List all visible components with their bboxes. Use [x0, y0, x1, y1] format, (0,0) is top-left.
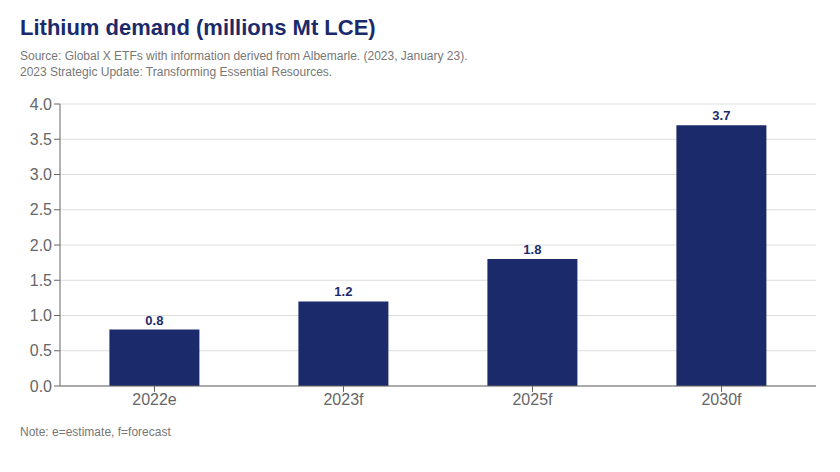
svg-text:1.2: 1.2 [334, 284, 352, 299]
svg-text:1.5: 1.5 [30, 272, 52, 289]
svg-text:0.0: 0.0 [30, 378, 52, 395]
svg-text:3.0: 3.0 [30, 166, 52, 183]
html-text:Lithium demand (millions Mt LC: Lithium demand (millions Mt LCE) [20, 15, 376, 40]
svg-text:2022e: 2022e [132, 391, 177, 408]
svg-text:2025f: 2025f [512, 391, 553, 408]
svg-text:3.7: 3.7 [712, 108, 730, 123]
svg-text:0.8: 0.8 [145, 313, 163, 328]
svg-text:0.5: 0.5 [30, 342, 52, 359]
svg-text:2023f: 2023f [323, 391, 364, 408]
html-text:Source: Global X ETFs with inf: Source: Global X ETFs with information d… [20, 49, 468, 63]
svg-text:3.5: 3.5 [30, 131, 52, 148]
html-text:Note: e=estimate, f=forecast: Note: e=estimate, f=forecast [20, 425, 171, 439]
svg-text:2.0: 2.0 [30, 237, 52, 254]
svg-text:1.8: 1.8 [523, 242, 541, 257]
svg-text:2030f: 2030f [701, 391, 742, 408]
html-text:2023 Strategic Update: Transfo: 2023 Strategic Update: Transforming Esse… [20, 65, 333, 79]
svg-text:1.0: 1.0 [30, 307, 52, 324]
svg-text:4.0: 4.0 [30, 96, 52, 113]
svg-text:2.5: 2.5 [30, 201, 52, 218]
